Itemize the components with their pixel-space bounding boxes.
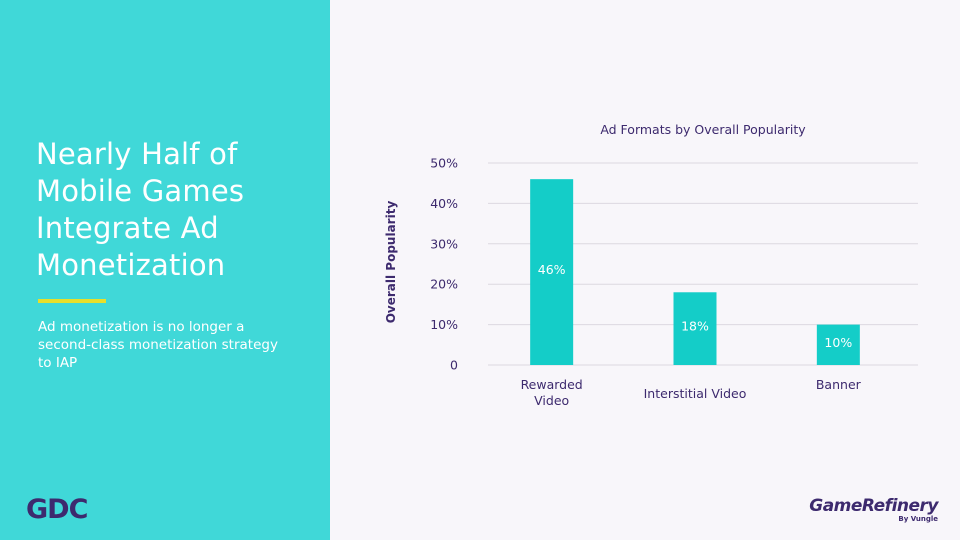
- x-category-label: Banner: [815, 377, 861, 392]
- gamerefinery-logo: GameRefinery By Vungle: [809, 496, 938, 523]
- bar: [816, 324, 860, 365]
- accent-divider: [38, 299, 106, 303]
- x-category-label: Interstitial Video: [643, 386, 747, 401]
- bar: [530, 179, 574, 365]
- bar-data-label: 18%: [681, 319, 709, 334]
- gamerefinery-logo-sub: By Vungle: [898, 515, 938, 523]
- left-panel: Nearly Half of Mobile Games Integrate Ad…: [0, 0, 330, 540]
- gdc-logo: GDC: [26, 494, 88, 525]
- chart-title: Ad Formats by Overall Popularity: [600, 122, 806, 137]
- y-tick-label: 40%: [430, 196, 458, 211]
- slide-subtitle: Ad monetization is no longer a second-cl…: [38, 319, 278, 371]
- bar: [673, 292, 717, 365]
- y-tick-label: 50%: [430, 156, 458, 171]
- x-category-label: Rewarded Video: [520, 377, 583, 408]
- bar-data-label: 10%: [824, 335, 852, 350]
- y-tick-label: 0: [450, 358, 458, 373]
- y-tick-label: 30%: [430, 236, 458, 251]
- gamerefinery-logo-text: GameRefinery: [809, 496, 938, 516]
- slide-headline: Nearly Half of Mobile Games Integrate Ad…: [36, 137, 245, 282]
- y-tick-label: 20%: [430, 277, 458, 292]
- bar-data-label: 46%: [538, 262, 566, 277]
- y-tick-label: 10%: [430, 317, 458, 332]
